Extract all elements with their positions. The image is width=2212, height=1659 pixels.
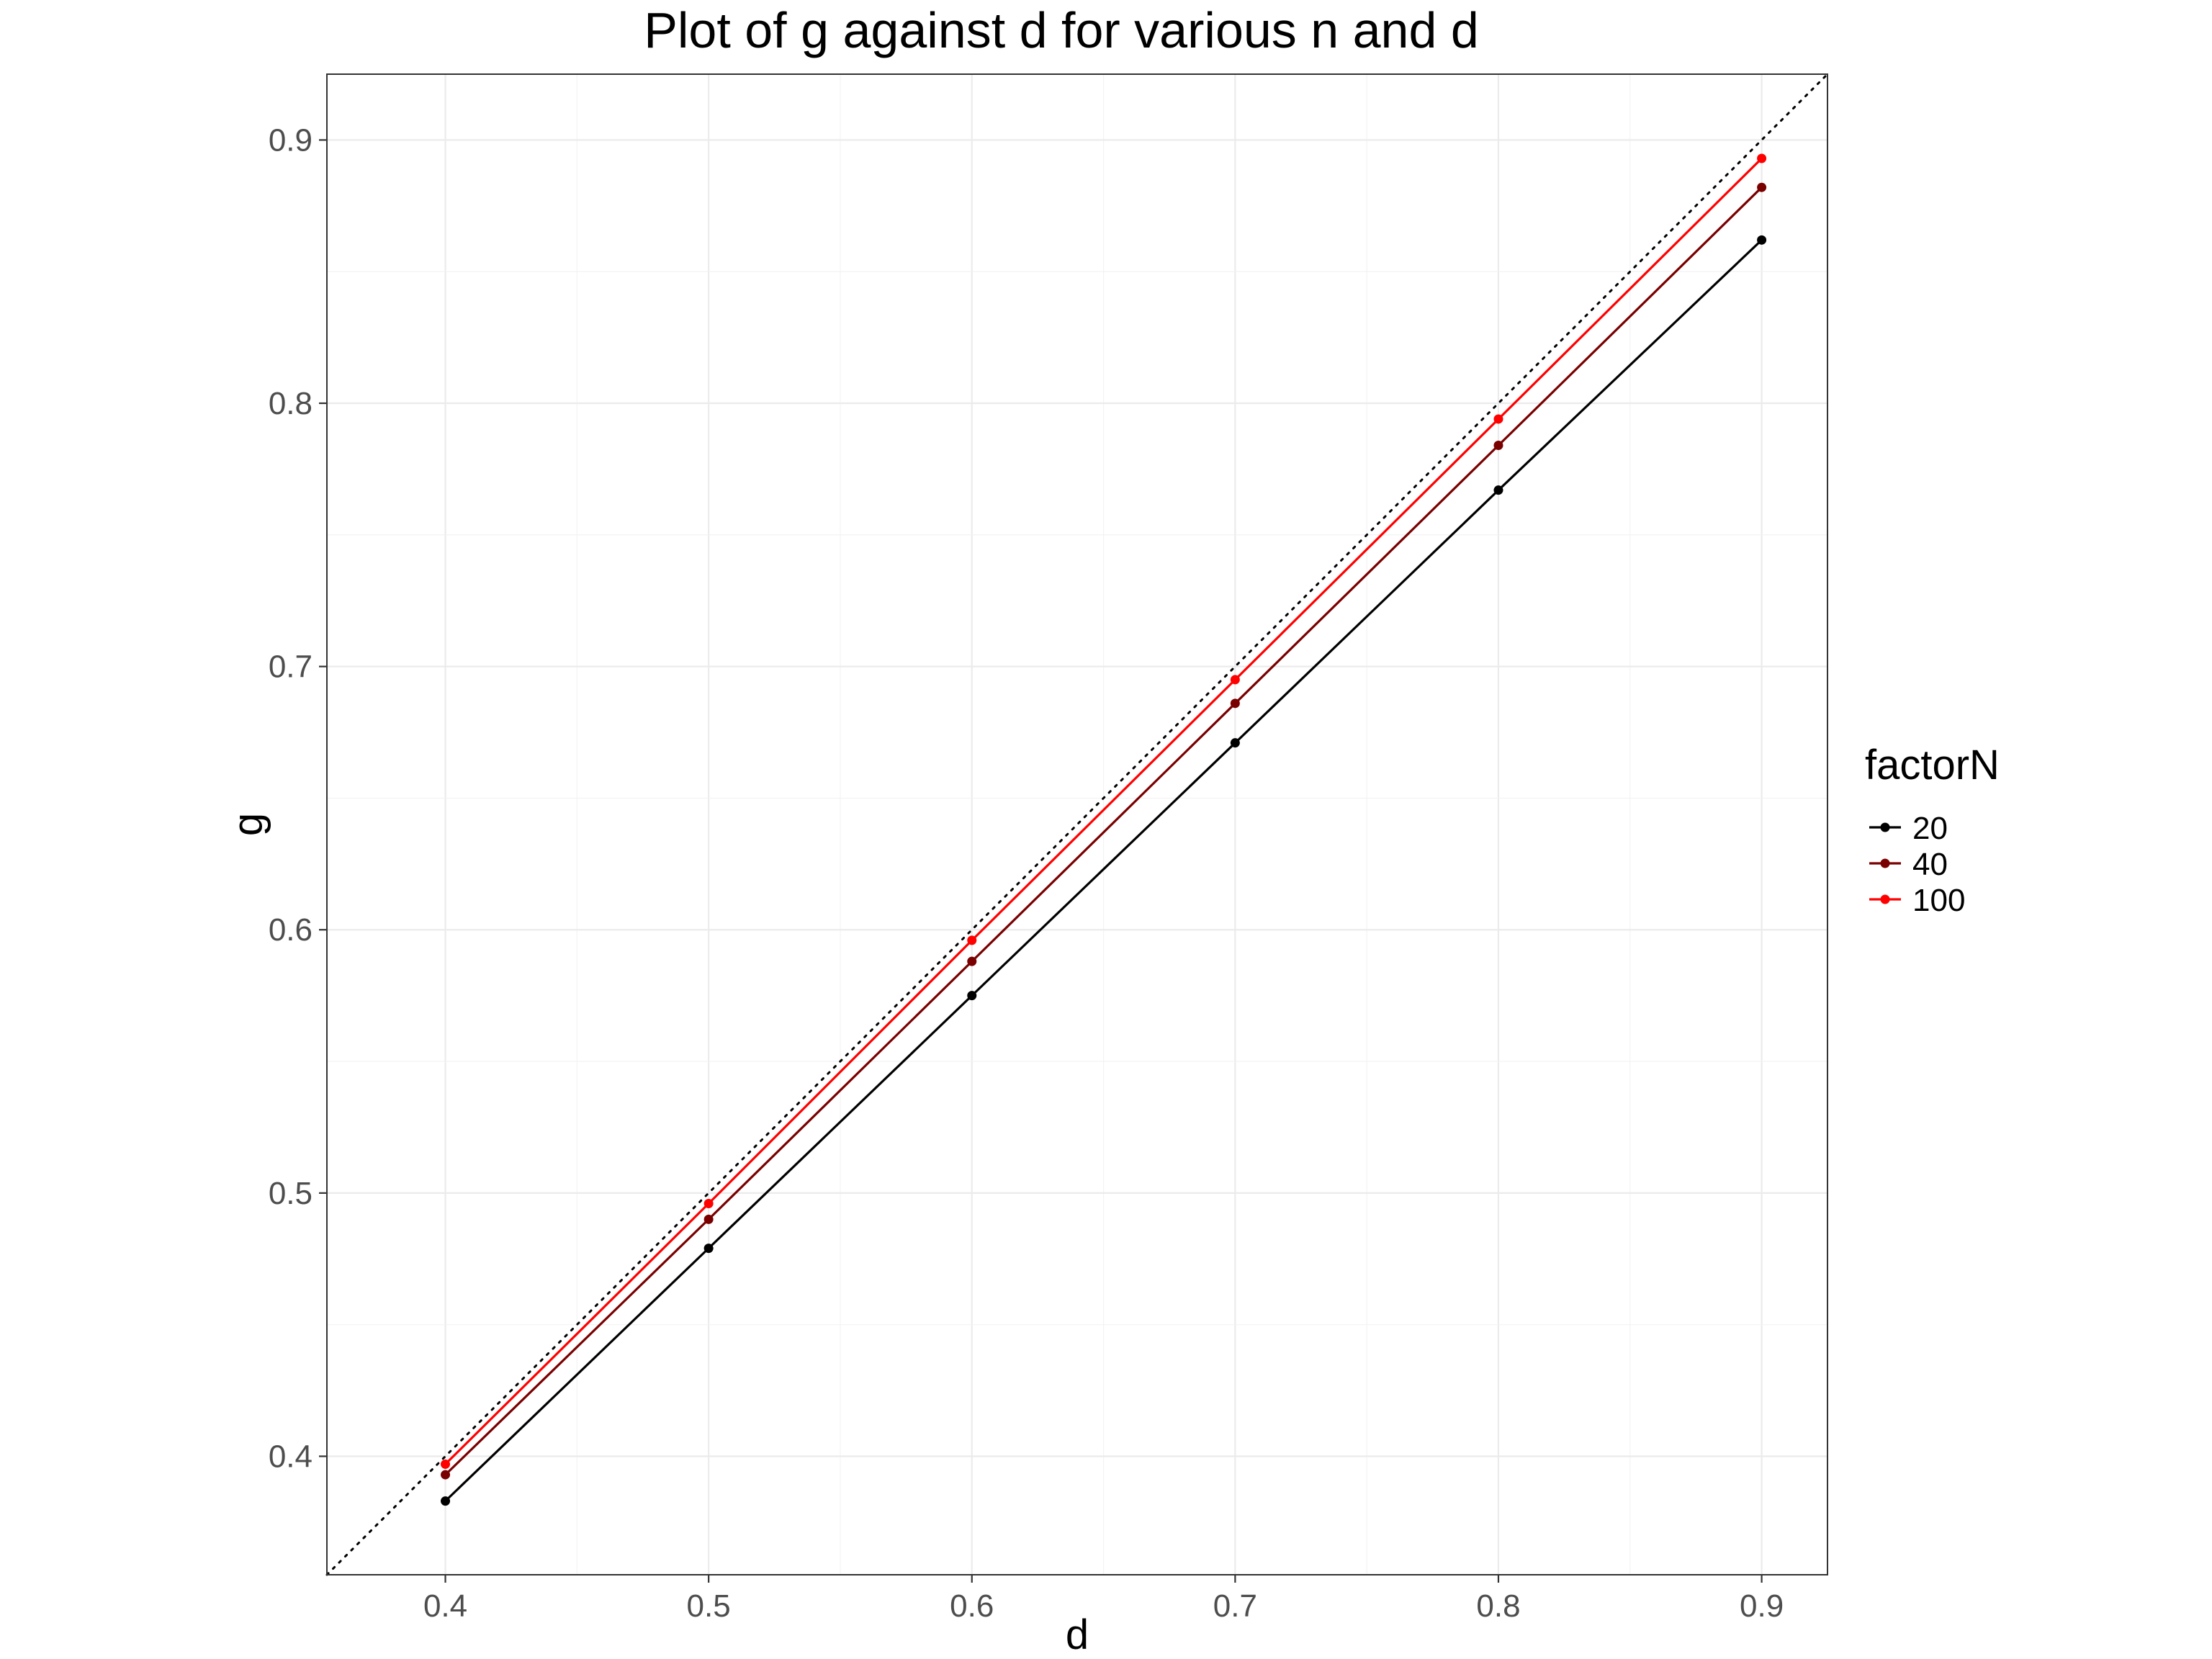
legend-label: 100 (1912, 883, 1965, 918)
series-40 (441, 182, 1767, 1480)
x-axis-ticks: 0.4 0.5 0.6 0.7 0.8 0.9 (423, 1575, 1784, 1624)
y-tick-label: 0.5 (269, 1176, 313, 1211)
data-point-40-1 (703, 1214, 714, 1224)
x-tick-label: 0.7 (1213, 1588, 1257, 1624)
x-axis-title: d (1066, 1611, 1089, 1658)
legend-label: 20 (1912, 811, 1948, 846)
grid-lines (327, 74, 1827, 1575)
y-axis-title: g (225, 813, 271, 836)
data-point-40-3 (1230, 698, 1240, 709)
series-layer (441, 153, 1767, 1506)
x-tick-label: 0.6 (950, 1588, 994, 1624)
data-point-20-2 (967, 991, 977, 1001)
data-point-40-5 (1757, 182, 1767, 192)
data-point-20-4 (1493, 485, 1503, 495)
chart-title: Plot of g against d for various n and d (644, 2, 1479, 58)
legend-label: 40 (1912, 847, 1948, 882)
legend-key-point (1880, 894, 1890, 904)
series-100 (441, 153, 1767, 1469)
legend-key-point (1880, 858, 1890, 868)
y-tick-label: 0.7 (269, 649, 313, 685)
data-point-20-3 (1230, 738, 1240, 748)
legend-item-40: 40 (1869, 847, 1948, 882)
data-point-20-0 (441, 1496, 451, 1506)
data-point-100-0 (441, 1459, 451, 1469)
data-point-40-0 (441, 1470, 451, 1480)
data-point-100-4 (1493, 414, 1503, 424)
data-point-40-4 (1493, 441, 1503, 451)
reference-line-layer (325, 73, 1829, 1576)
data-point-100-3 (1230, 675, 1240, 685)
data-point-100-2 (967, 935, 977, 945)
series-line-20 (444, 239, 1763, 1502)
reference-line-identity (325, 73, 1829, 1576)
series-20 (441, 235, 1767, 1506)
plot-panel-border (326, 73, 1828, 1575)
legend-item-100: 100 (1869, 883, 1965, 918)
legend-item-20: 20 (1869, 811, 1948, 846)
y-tick-label: 0.9 (269, 122, 313, 158)
legend-key-point (1880, 822, 1890, 832)
y-tick-label: 0.4 (269, 1439, 313, 1474)
data-point-20-5 (1757, 235, 1767, 245)
series-line-40 (444, 186, 1763, 1476)
series-line-100 (444, 157, 1763, 1465)
legend-title: factorN (1865, 742, 2000, 788)
x-tick-label: 0.5 (687, 1588, 731, 1624)
data-point-40-2 (967, 956, 977, 966)
data-point-100-5 (1757, 153, 1767, 163)
y-tick-label: 0.6 (269, 912, 313, 948)
y-tick-label: 0.8 (269, 386, 313, 421)
y-axis-ticks: 0.4 0.5 0.6 0.7 0.8 0.9 (269, 122, 327, 1474)
x-tick-label: 0.9 (1740, 1588, 1784, 1624)
x-tick-label: 0.4 (423, 1588, 467, 1624)
x-tick-label: 0.8 (1476, 1588, 1520, 1624)
data-point-20-1 (703, 1244, 714, 1254)
data-point-100-1 (703, 1198, 714, 1208)
